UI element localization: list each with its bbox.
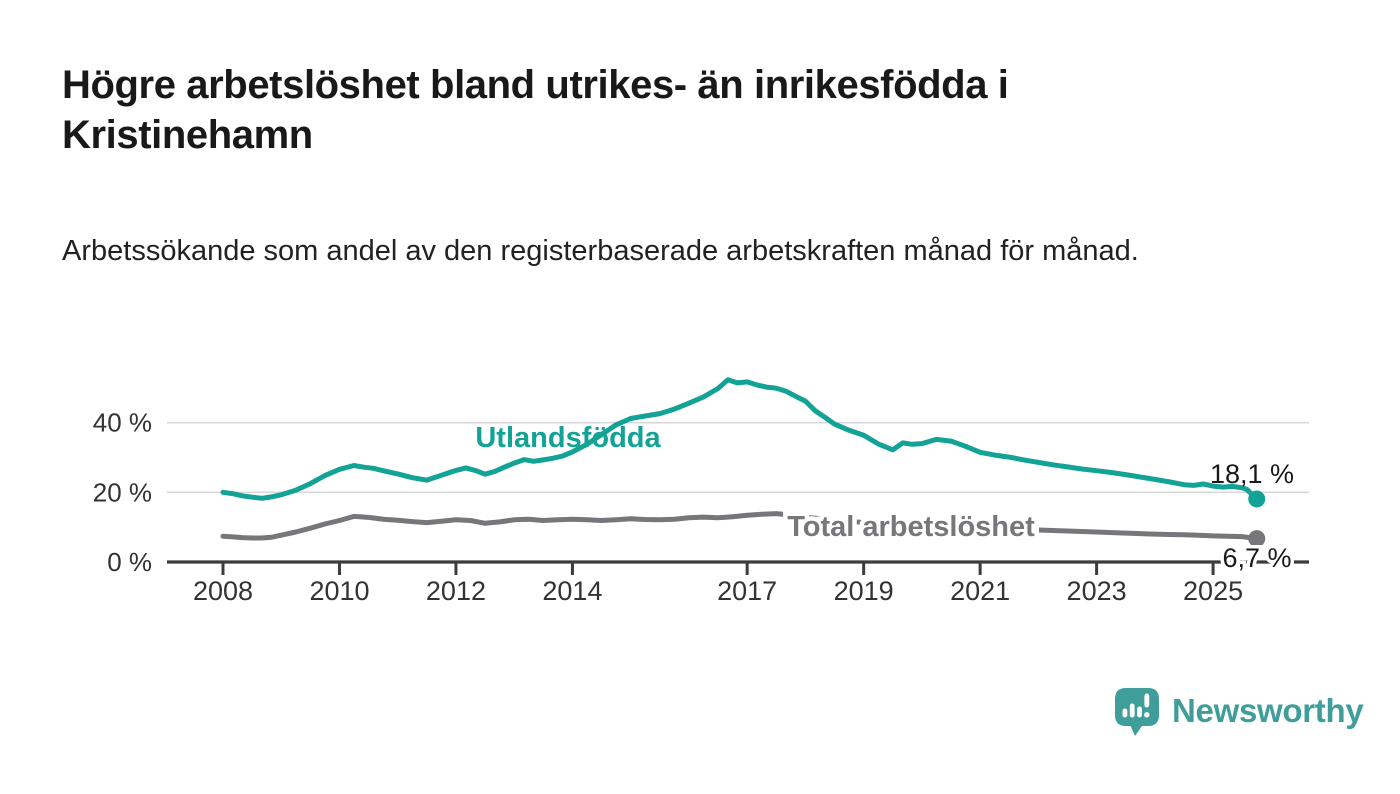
x-tick-label-2019: 2019 [834, 576, 894, 606]
utlandsf-dda-line [220, 377, 1260, 502]
x-tick-label-2025: 2025 [1183, 576, 1243, 606]
x-tick-label-2012: 2012 [426, 576, 486, 606]
x-tick-label-2017: 2017 [717, 576, 777, 606]
newsworthy-bubble-chart-icon [1115, 688, 1159, 736]
value-label-total-arbetsl-shet: 6,7 % [1222, 543, 1291, 573]
y-tick-label-0: 0 % [107, 547, 152, 577]
x-tick-label-2014: 2014 [542, 576, 602, 606]
y-tick-label-20: 20 % [93, 477, 152, 507]
series-label-total-arbetsl-shet: Total arbetslöshet [787, 511, 1035, 543]
x-tick-label-2021: 2021 [950, 576, 1010, 606]
x-tick-label-2023: 2023 [1067, 576, 1127, 606]
series-label-utlandsf-dda: Utlandsfödda [475, 422, 661, 454]
newsworthy-logo: Newsworthy [1112, 685, 1364, 737]
value-label-utlandsf-dda: 18,1 % [1210, 459, 1294, 489]
x-tick-label-2010: 2010 [309, 576, 369, 606]
chart-subtitle: Arbetssökande som andel av den registerb… [62, 235, 1139, 267]
utlandsf-dda-end-dot [1248, 490, 1266, 508]
total-arbetsl-shet-end-dot [1248, 530, 1266, 548]
y-tick-label-40: 40 % [93, 408, 152, 438]
newsworthy-wordmark: Newsworthy [1172, 692, 1364, 729]
x-tick-label-2008: 2008 [193, 576, 253, 606]
page-title: Högre arbetslöshet bland utrikes- än inr… [62, 63, 1009, 157]
total-arbetsl-shet-line [220, 511, 1260, 542]
